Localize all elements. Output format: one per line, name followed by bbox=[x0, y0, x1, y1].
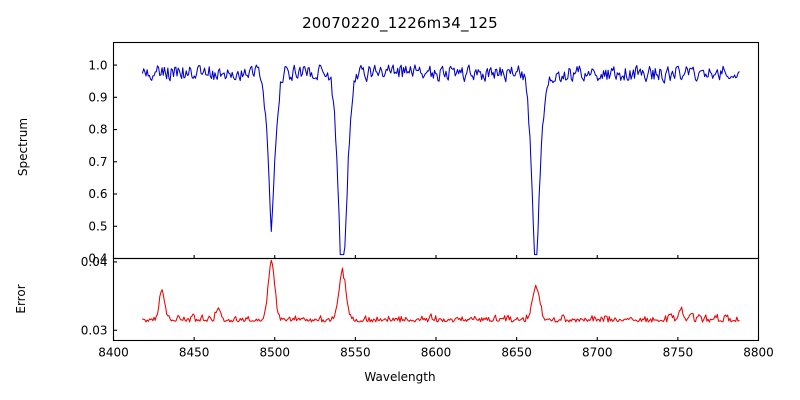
page-title: 20070220_1226m34_125 bbox=[302, 14, 498, 32]
svg-text:8750: 8750 bbox=[663, 346, 694, 360]
error-panel: 8400 8450 8500 8550 8600 8650 8700 8750 8800 0.03… bbox=[81, 255, 774, 359]
svg-text:8400: 8400 bbox=[98, 346, 129, 360]
error-series-line bbox=[142, 259, 740, 323]
spectrum-series-line bbox=[142, 64, 740, 256]
svg-text:8550: 8550 bbox=[340, 346, 371, 360]
svg-text:0.7: 0.7 bbox=[88, 155, 107, 169]
svg-text:0.03: 0.03 bbox=[81, 323, 108, 337]
svg-text:8500: 8500 bbox=[259, 346, 290, 360]
svg-text:8600: 8600 bbox=[421, 346, 452, 360]
svg-text:0.8: 0.8 bbox=[88, 123, 107, 137]
svg-text:0.9: 0.9 bbox=[88, 91, 107, 105]
svg-text:1.0: 1.0 bbox=[88, 58, 107, 72]
svg-text:8800: 8800 bbox=[743, 346, 774, 360]
spectrum-panel: 0.4 0.5 0.6 0.7 0.8 0.9 1.0 bbox=[88, 41, 760, 266]
svg-text:0.04: 0.04 bbox=[81, 255, 108, 269]
svg-text:0.6: 0.6 bbox=[88, 187, 107, 201]
y-axis-label-error: Error bbox=[14, 284, 28, 314]
x-axis-label-wavelength: Wavelength bbox=[364, 370, 436, 384]
svg-text:8700: 8700 bbox=[582, 346, 613, 360]
svg-text:0.5: 0.5 bbox=[88, 219, 107, 233]
svg-text:8450: 8450 bbox=[179, 346, 210, 360]
y-axis-label-spectrum: Spectrum bbox=[16, 117, 30, 177]
svg-text:0.4: 0.4 bbox=[88, 252, 107, 266]
svg-text:8650: 8650 bbox=[501, 346, 532, 360]
